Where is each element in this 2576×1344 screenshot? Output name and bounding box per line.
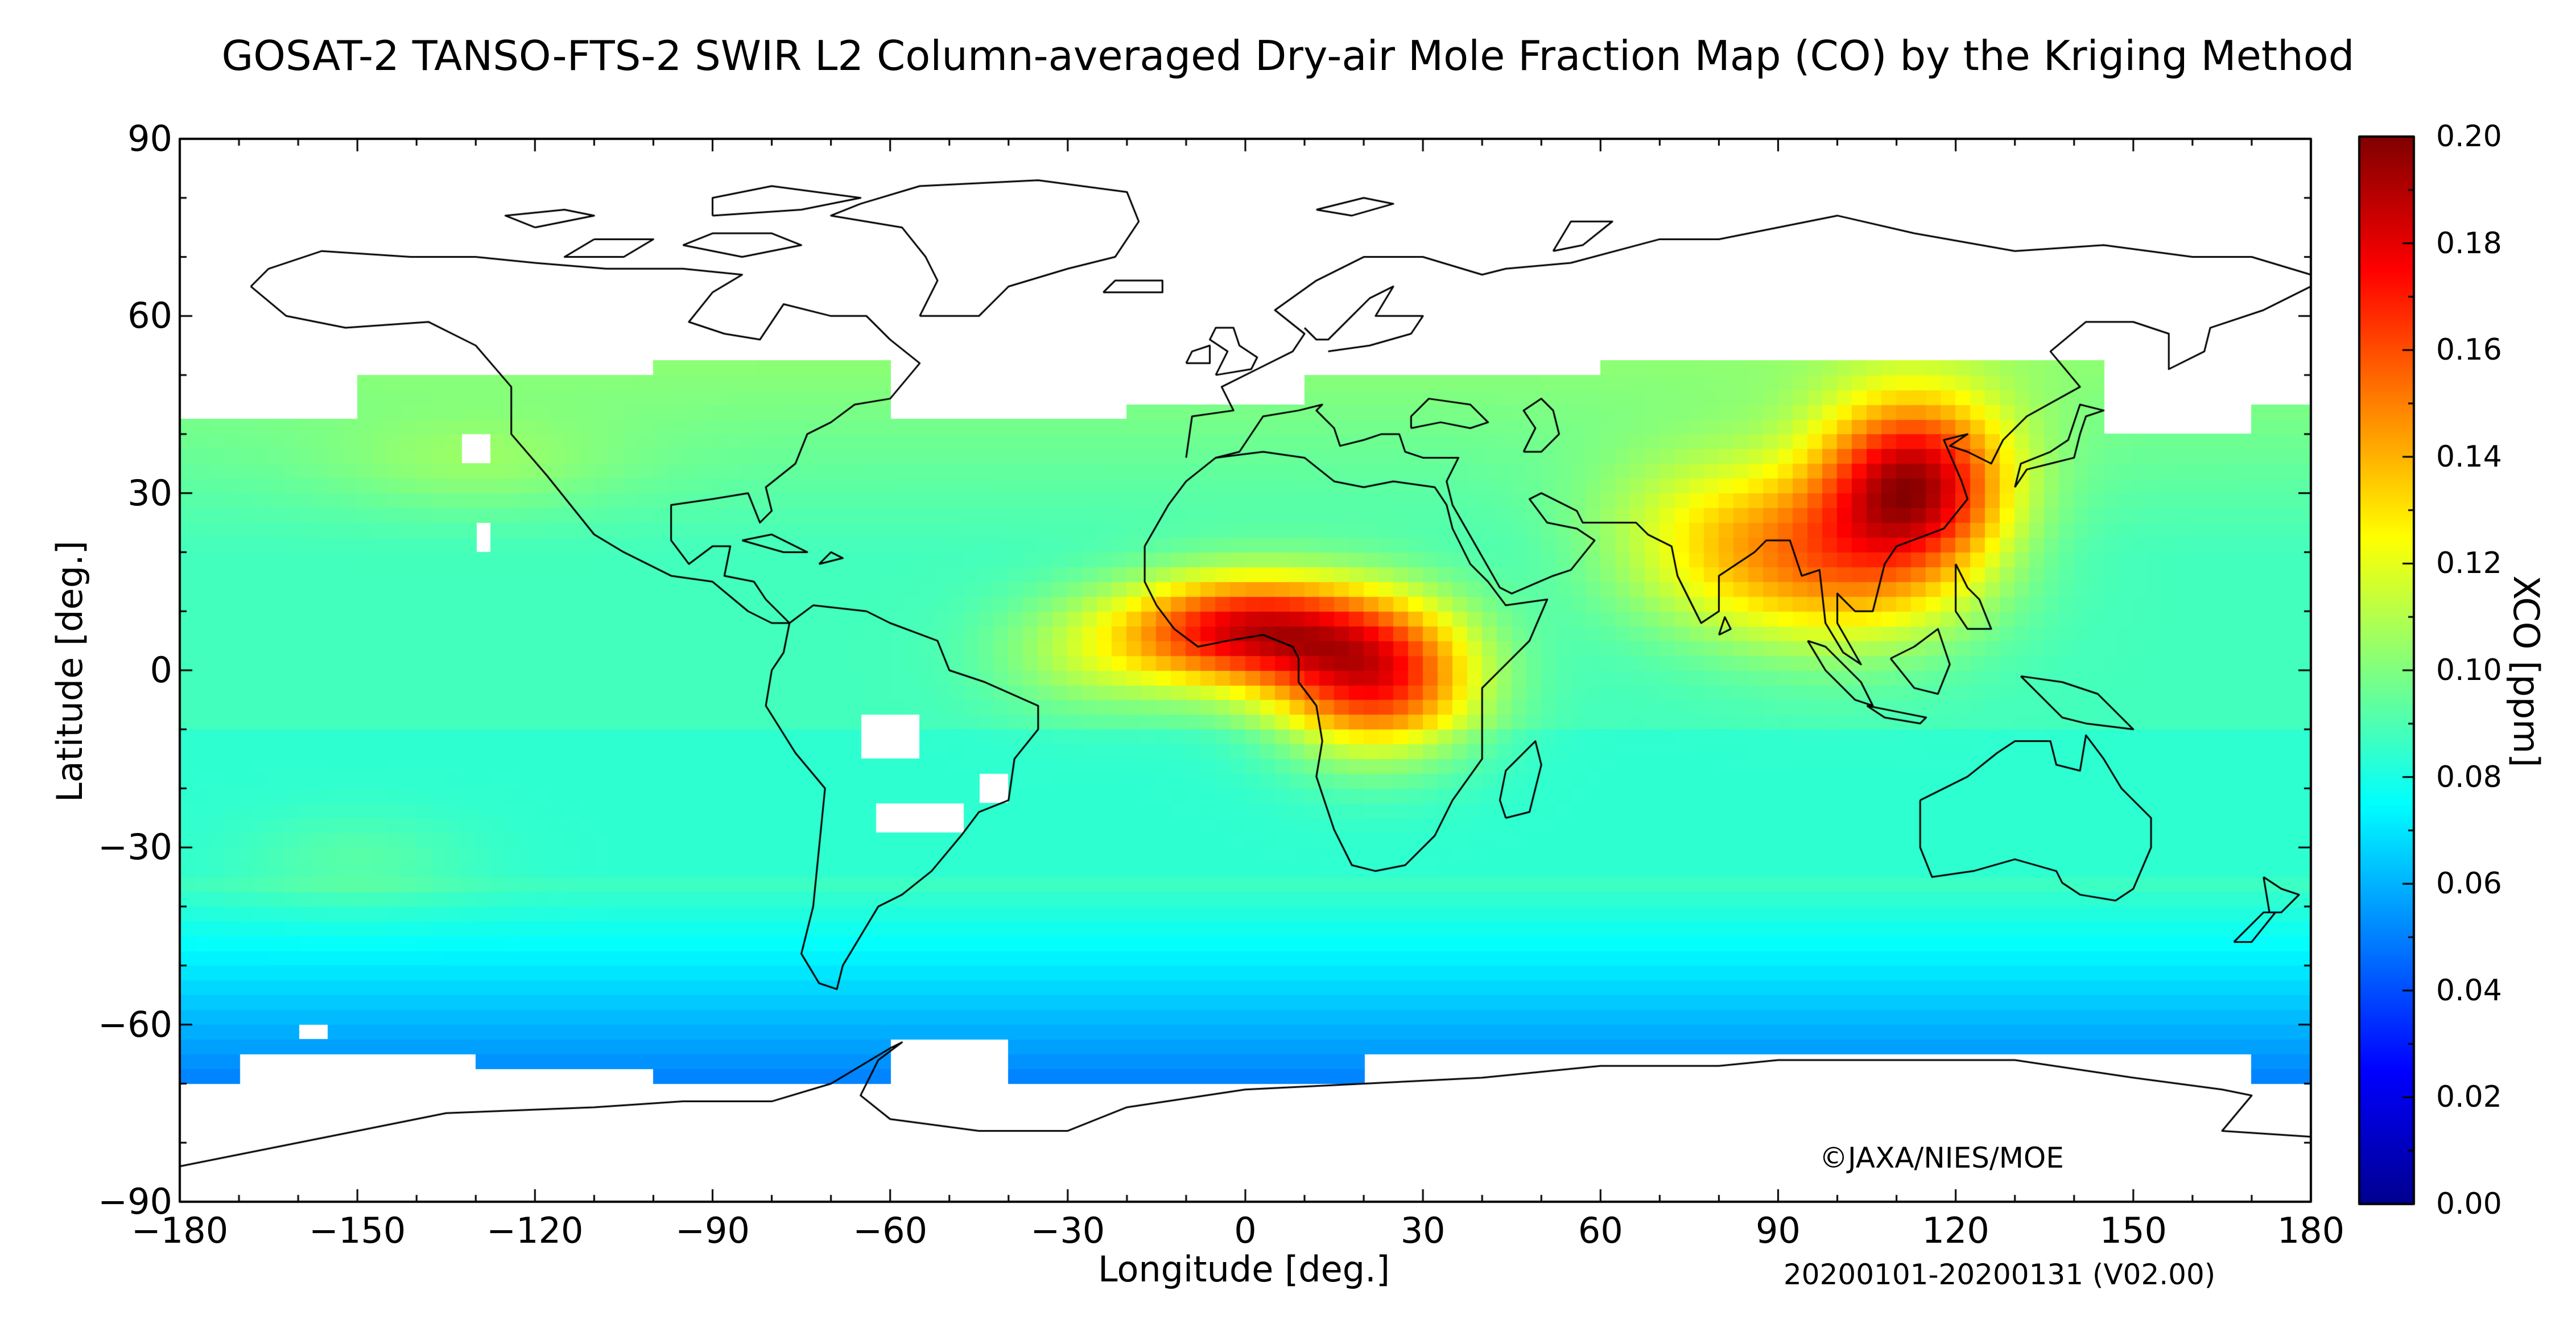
y-tick-label: 30 [127,472,172,514]
colorbar-tick-label: 0.08 [2436,760,2502,794]
x-tick-label: −180 [131,1210,229,1251]
colorbar-tick-label: 0.18 [2436,226,2502,261]
period-text: 20200101-20200131 (V02.00) [1784,1258,2216,1291]
x-tick-label: −150 [309,1210,406,1251]
colorbar-tick-label: 0.14 [2436,439,2502,474]
colorbar-tick-label: 0.06 [2436,867,2502,901]
colorbar-title: XCO [ppm] [2505,575,2547,768]
colorbar-tick-label: 0.04 [2436,973,2502,1008]
y-axis-title: Latitude [deg.] [49,541,90,802]
x-axis-title: Longitude [deg.] [1098,1248,1390,1290]
y-tick-label: 60 [127,295,172,337]
colorbar-tick-label: 0.00 [2436,1187,2502,1221]
y-tick-label: −90 [98,1181,172,1222]
x-tick-label: 180 [2277,1210,2345,1251]
colorbar-tick-label: 0.02 [2436,1080,2502,1115]
colorbar-tick-label: 0.10 [2436,653,2502,687]
y-tick-label: −30 [98,826,172,868]
x-tick-label: 90 [1756,1210,1801,1251]
x-tick-label: 0 [1234,1210,1257,1251]
y-tick-label: 90 [127,118,172,159]
x-tick-label: 120 [1922,1210,1989,1251]
x-tick-label: −90 [675,1210,750,1251]
colorbar-tick-label: 0.20 [2436,119,2502,154]
page-title: GOSAT-2 TANSO-FTS-2 SWIR L2 Column-avera… [221,32,2355,80]
y-tick-label: 0 [150,649,172,691]
colorbar-tick-label: 0.12 [2436,546,2502,581]
x-tick-label: 30 [1400,1210,1446,1251]
x-tick-label: −120 [486,1210,584,1251]
x-tick-label: 60 [1578,1210,1623,1251]
y-tick-label: −60 [98,1003,172,1045]
colorbar-tick-label: 0.16 [2436,333,2502,368]
x-tick-label: 150 [2099,1210,2167,1251]
x-tick-label: −60 [853,1210,928,1251]
copyright-text: ©JAXA/NIES/MOE [1819,1141,2064,1174]
x-tick-label: −30 [1030,1210,1105,1251]
